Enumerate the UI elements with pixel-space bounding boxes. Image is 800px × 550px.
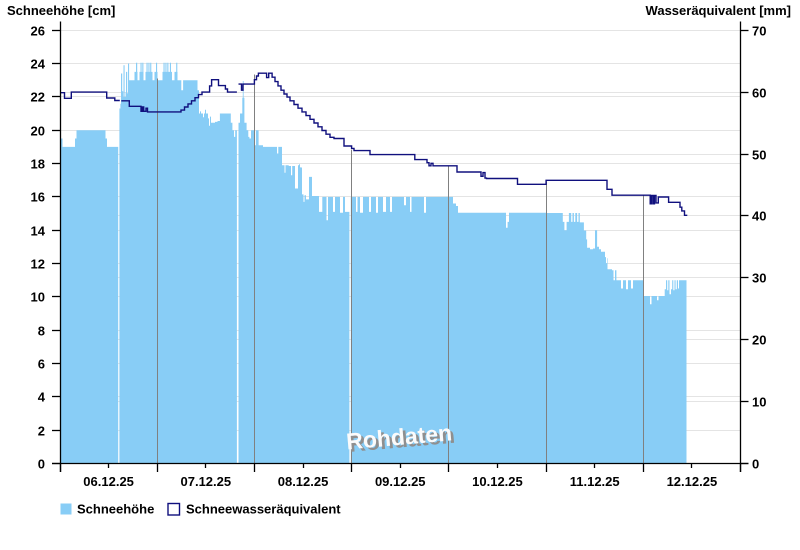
svg-text:06.12.25: 06.12.25 [83,474,134,489]
svg-text:0: 0 [38,457,45,472]
svg-text:09.12.25: 09.12.25 [375,474,426,489]
svg-text:2: 2 [38,424,45,439]
svg-text:4: 4 [38,390,46,405]
svg-text:14: 14 [31,224,46,239]
svg-text:6: 6 [38,357,45,372]
svg-text:20: 20 [752,333,766,348]
svg-text:18: 18 [31,157,45,172]
svg-text:10: 10 [752,395,766,410]
svg-text:10: 10 [31,290,45,305]
svg-text:16: 16 [31,190,45,205]
svg-text:10.12.25: 10.12.25 [472,474,523,489]
svg-text:30: 30 [752,271,766,286]
svg-text:Schneewasseräquivalent: Schneewasseräquivalent [186,502,341,517]
svg-text:12.12.25: 12.12.25 [667,474,718,489]
svg-text:11.12.25: 11.12.25 [570,474,620,489]
svg-text:50: 50 [752,148,766,163]
svg-text:8: 8 [38,324,45,339]
svg-text:60: 60 [752,86,766,101]
svg-text:12: 12 [31,257,45,272]
svg-text:Schneehöhe: Schneehöhe [77,502,154,517]
svg-text:22: 22 [31,90,45,105]
svg-text:Wasseräquivalent [mm]: Wasseräquivalent [mm] [646,3,791,18]
svg-text:40: 40 [752,209,766,224]
svg-text:07.12.25: 07.12.25 [181,474,232,489]
svg-text:Schneehöhe [cm]: Schneehöhe [cm] [7,3,115,18]
svg-text:20: 20 [31,124,45,139]
svg-text:70: 70 [752,24,766,39]
svg-text:24: 24 [31,57,46,72]
svg-text:26: 26 [31,24,45,39]
svg-text:08.12.25: 08.12.25 [278,474,329,489]
svg-text:0: 0 [752,457,759,472]
